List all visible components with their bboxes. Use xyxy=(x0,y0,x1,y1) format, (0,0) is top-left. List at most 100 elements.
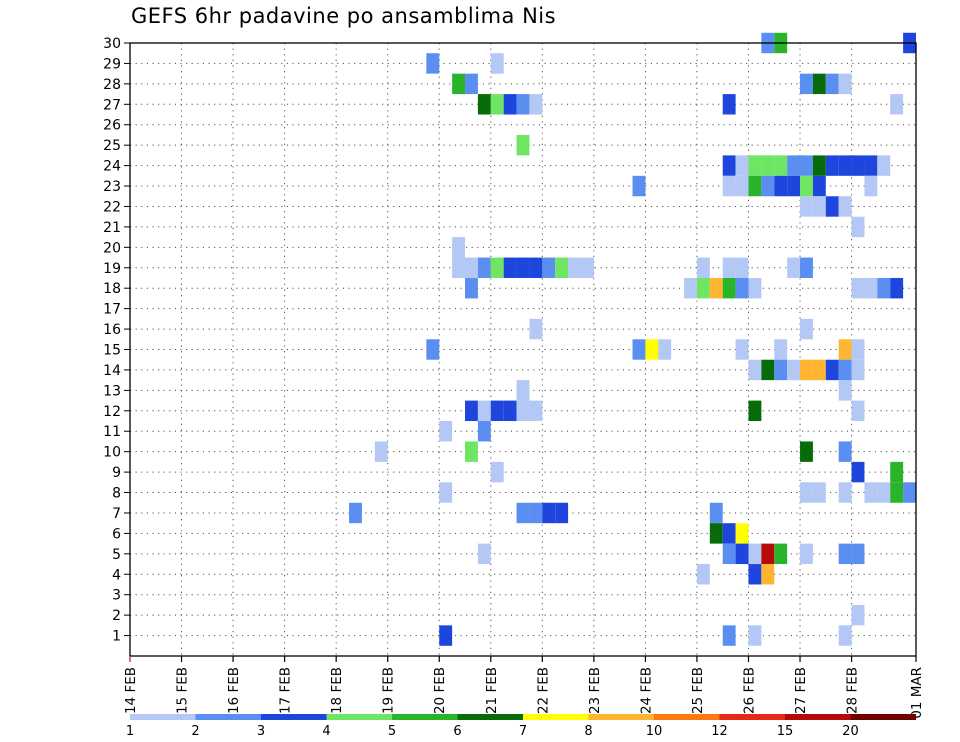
legend-color-box xyxy=(457,714,523,720)
heatmap-cell xyxy=(748,277,762,299)
y-tick-label: 1 xyxy=(112,629,121,645)
heatmap-cell xyxy=(838,196,852,217)
heatmap-cell xyxy=(490,94,504,115)
heatmap-cell xyxy=(812,196,826,217)
heatmap-cell xyxy=(503,94,517,115)
y-tick-label: 7 xyxy=(112,506,121,522)
legend-level-label: 15 xyxy=(777,724,794,739)
y-tick-label: 27 xyxy=(103,97,121,113)
heatmap-cell xyxy=(812,359,826,381)
heatmap-cell xyxy=(800,318,813,340)
legend-level-label: 5 xyxy=(388,724,396,739)
heatmap-cell xyxy=(684,277,697,299)
heatmap-cell xyxy=(761,175,775,197)
legend-color-box xyxy=(392,714,458,720)
x-tick-label: 22 FEB xyxy=(535,667,551,714)
heatmap-cell xyxy=(774,359,788,381)
heatmap-cell xyxy=(735,257,749,278)
heatmap-cell xyxy=(735,277,749,299)
legend-level-label: 2 xyxy=(191,724,199,739)
y-tick-label: 26 xyxy=(103,118,121,134)
heatmap-cell xyxy=(516,257,530,278)
y-tick-label: 25 xyxy=(103,138,121,154)
legend-color-box xyxy=(654,714,720,720)
heatmap-cell xyxy=(658,339,672,360)
x-tick-label: 17 FEB xyxy=(278,667,294,714)
legend-color-box xyxy=(523,714,589,720)
heatmap-cell xyxy=(477,94,491,115)
heatmap-cell xyxy=(696,257,710,278)
heatmap-cell xyxy=(529,94,543,115)
heatmap-cell xyxy=(748,155,762,176)
heatmap-cell xyxy=(890,94,904,115)
heatmap-cell xyxy=(800,359,813,381)
heatmap-cell xyxy=(477,257,491,278)
heatmap-cell xyxy=(851,155,865,176)
chart-title: GEFS 6hr padavine po ansamblima Nis xyxy=(131,4,557,28)
y-tick-label: 21 xyxy=(103,220,121,236)
heatmap-cell xyxy=(632,175,646,197)
y-tick-label: 13 xyxy=(103,383,121,399)
heatmap-cell xyxy=(761,543,775,565)
heatmap-cell xyxy=(864,277,878,299)
heatmap-cell xyxy=(349,502,362,524)
x-tick-label: 21 FEB xyxy=(484,667,500,714)
y-tick-label: 22 xyxy=(103,199,121,215)
heatmap-cell xyxy=(709,502,723,524)
heatmap-cell xyxy=(825,359,839,381)
legend-level-label: 8 xyxy=(584,724,592,739)
heatmap-cell xyxy=(851,461,865,483)
heatmap-cell xyxy=(490,53,504,74)
heatmap-cell xyxy=(748,564,762,585)
heatmap-cell xyxy=(542,257,556,278)
heatmap-cell xyxy=(890,482,904,503)
heatmap-cell xyxy=(529,318,543,340)
heatmap-cell xyxy=(851,400,865,422)
heatmap-cell xyxy=(800,155,813,176)
heatmap-cell xyxy=(787,359,801,381)
heatmap-cell xyxy=(838,482,852,503)
x-tick-label: 26 FEB xyxy=(741,667,757,714)
heatmap-cell xyxy=(735,543,749,565)
y-tick-label: 18 xyxy=(103,281,121,297)
heatmap-cell xyxy=(722,155,736,176)
legend-level-label: 4 xyxy=(322,724,330,739)
heatmap-cell xyxy=(903,482,916,503)
y-tick-label: 2 xyxy=(112,608,121,624)
heatmap-cell xyxy=(722,543,736,565)
heatmap-cell xyxy=(735,339,749,360)
heatmap-cell xyxy=(645,339,659,360)
heatmap-cell xyxy=(452,237,466,258)
heatmap-cell xyxy=(555,502,569,524)
heatmap-cell xyxy=(748,359,762,381)
heatmap-cell xyxy=(465,441,478,462)
heatmap-cell xyxy=(774,339,788,360)
heatmap-cell xyxy=(632,339,646,360)
heatmap-cell xyxy=(851,339,865,360)
heatmap-cell xyxy=(838,155,852,176)
heatmap-cell xyxy=(748,543,762,565)
heatmap-cell xyxy=(851,359,865,381)
y-tick-label: 14 xyxy=(103,363,121,379)
legend-color-box xyxy=(588,714,654,720)
heatmap-cell xyxy=(761,359,775,381)
heatmap-cell xyxy=(800,257,813,278)
heatmap-cell xyxy=(877,482,891,503)
heatmap-cell xyxy=(800,73,813,95)
y-tick-label: 15 xyxy=(103,343,121,359)
y-tick-label: 4 xyxy=(112,567,121,583)
heatmap-cell xyxy=(838,441,852,462)
heatmap-cell xyxy=(555,257,569,278)
heatmap-cell xyxy=(722,523,736,544)
heatmap-cell xyxy=(838,625,852,646)
heatmap-cell xyxy=(800,441,813,462)
heatmap-cell xyxy=(439,625,453,646)
heatmap-cell xyxy=(748,625,762,646)
heatmap-cell xyxy=(516,502,530,524)
heatmap-cell xyxy=(696,277,710,299)
heatmap-cell xyxy=(490,400,504,422)
heatmap-cell xyxy=(439,421,453,442)
heatmap-cell xyxy=(774,543,788,565)
heatmap-cell xyxy=(864,155,878,176)
